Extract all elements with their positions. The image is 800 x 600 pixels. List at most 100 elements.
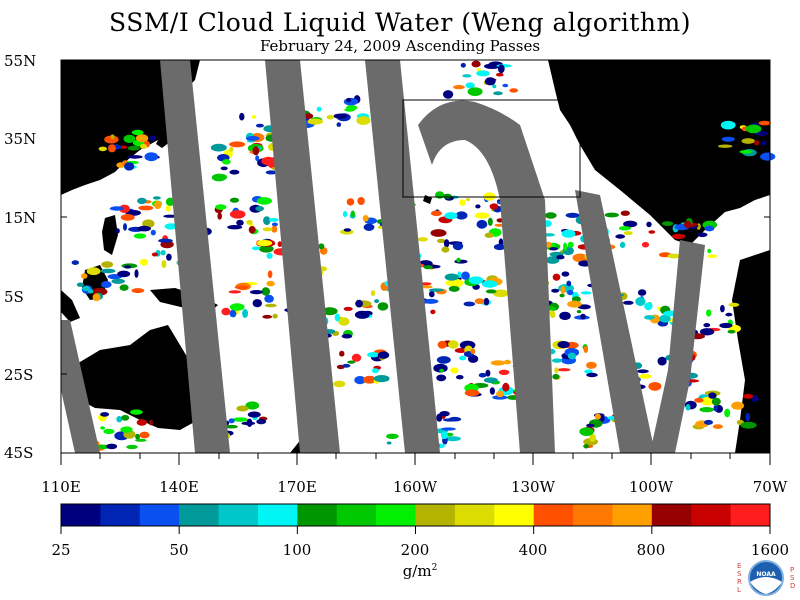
colorbar-swatch xyxy=(730,504,771,526)
cloud-water-patch xyxy=(708,392,717,399)
cloud-water-patch xyxy=(485,289,497,294)
cloud-water-patch xyxy=(120,214,135,221)
cloud-water-patch xyxy=(228,418,235,424)
cloud-water-patch xyxy=(453,85,465,90)
cloud-water-patch xyxy=(139,258,148,266)
cloud-water-patch xyxy=(334,313,341,322)
cloud-water-patch xyxy=(161,260,167,269)
lon-label-110e: 110E xyxy=(41,478,81,496)
cloud-water-patch xyxy=(468,276,484,285)
cloud-water-patch xyxy=(351,353,362,362)
landmass-australia xyxy=(72,325,205,430)
cloud-water-patch xyxy=(589,433,596,442)
cloud-water-patch xyxy=(450,367,459,374)
cloud-water-patch xyxy=(493,91,503,96)
cloud-water-patch xyxy=(232,417,249,422)
cloud-water-patch xyxy=(498,369,510,375)
cloud-water-patch xyxy=(452,242,464,251)
cloud-water-patch xyxy=(758,120,771,126)
cloud-water-patch xyxy=(220,166,228,171)
cloud-water-patch xyxy=(699,407,714,413)
cloud-water-patch xyxy=(659,314,671,323)
cloud-water-patch xyxy=(100,268,116,274)
cloud-water-patch xyxy=(436,356,451,364)
cloud-water-patch xyxy=(123,223,127,231)
cloud-water-patch xyxy=(106,443,118,450)
cloud-water-patch xyxy=(139,143,147,149)
logo-left-e: E xyxy=(737,562,741,570)
cloud-water-patch xyxy=(636,369,649,374)
cloud-water-patch xyxy=(211,173,227,182)
cloud-water-patch xyxy=(417,237,428,242)
cloud-water-patch xyxy=(121,414,130,421)
cloud-water-patch xyxy=(150,229,156,236)
cloud-water-patch xyxy=(644,302,653,311)
cloud-water-patch xyxy=(346,97,352,103)
cloud-water-patch xyxy=(720,304,725,313)
cloud-water-patch xyxy=(559,293,565,298)
colorbar-swatch xyxy=(651,504,692,526)
cloud-water-patch xyxy=(761,140,767,146)
cloud-water-patch xyxy=(580,291,592,295)
cloud-water-patch xyxy=(444,273,459,281)
cloud-water-patch xyxy=(322,307,338,316)
cloud-water-patch xyxy=(559,311,571,321)
cloud-water-patch xyxy=(463,301,476,307)
cloud-water-patch xyxy=(454,259,468,264)
cloud-water-patch xyxy=(504,359,511,365)
cloud-water-patch xyxy=(318,243,325,250)
cloud-water-patch xyxy=(371,368,379,374)
cloud-water-patch xyxy=(684,220,692,229)
cloud-water-patch xyxy=(236,219,244,226)
cloud-water-patch xyxy=(667,253,681,259)
cloud-water-patch xyxy=(236,405,249,412)
cloud-water-patch xyxy=(586,423,595,428)
cloud-water-patch xyxy=(739,150,753,154)
cloud-water-patch xyxy=(481,280,498,288)
cloud-water-patch xyxy=(256,197,272,205)
cloud-water-patch xyxy=(326,114,334,120)
cloud-water-patch xyxy=(101,281,112,288)
cloud-water-patch xyxy=(316,106,322,112)
cloud-water-patch xyxy=(623,231,633,236)
cloud-water-patch xyxy=(165,205,171,212)
cloud-water-patch xyxy=(742,393,754,399)
cloud-water-patch xyxy=(255,123,264,128)
cloud-water-patch xyxy=(466,198,471,202)
cloud-water-patch xyxy=(131,288,145,294)
cloud-water-patch xyxy=(484,77,496,86)
colorbar-label-50: 50 xyxy=(169,541,189,559)
map-title: SSM/I Cloud Liquid Water (Weng algorithm… xyxy=(109,8,691,37)
cloud-water-patch xyxy=(476,219,488,229)
cloud-water-patch xyxy=(700,396,715,406)
cloud-water-patch xyxy=(333,380,346,388)
cloud-water-patch xyxy=(229,197,240,203)
cloud-water-patch xyxy=(119,204,130,213)
cloud-water-patch xyxy=(339,350,345,357)
cloud-water-patch xyxy=(586,372,598,378)
noaa-logo: E S R L P S D NOAA xyxy=(737,560,795,596)
lat-ticks xyxy=(61,137,770,375)
cloud-water-patch xyxy=(229,169,240,175)
cloud-water-patch xyxy=(343,306,353,311)
cloud-water-patch xyxy=(124,162,135,171)
cloud-water-patch xyxy=(467,87,483,96)
cloud-water-patch xyxy=(342,211,348,218)
cloud-water-patch xyxy=(356,116,371,125)
cloud-water-patch xyxy=(563,242,568,251)
cloud-water-patch xyxy=(565,212,580,218)
cloud-water-patch xyxy=(745,412,751,422)
cloud-water-patch xyxy=(496,72,504,77)
cloud-water-patch xyxy=(577,304,591,310)
cloud-water-patch xyxy=(149,419,153,426)
cloud-water-patch xyxy=(560,285,566,294)
cloud-water-patch xyxy=(460,62,466,68)
cloud-water-patch xyxy=(100,426,105,430)
cloud-water-patch xyxy=(151,252,158,257)
cloud-water-patch xyxy=(552,358,563,363)
swath-gap-4 xyxy=(418,100,555,454)
cloud-water-patch xyxy=(502,382,510,392)
cloud-water-patch xyxy=(221,307,231,316)
cloud-water-patch xyxy=(436,413,443,422)
cloud-water-patch xyxy=(271,222,278,227)
